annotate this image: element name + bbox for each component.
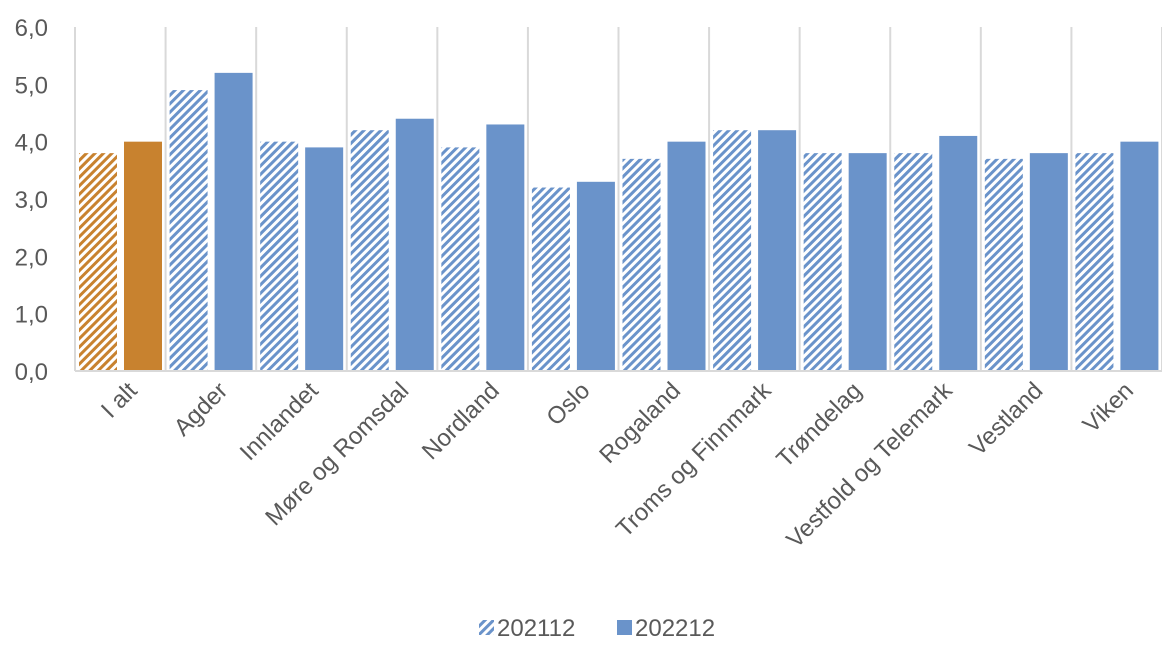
bar-202112	[713, 130, 752, 371]
legend-swatch-202212	[617, 620, 632, 635]
x-tick-label: Nordland	[417, 377, 505, 465]
legend-swatch-202112	[479, 620, 494, 635]
bar-202212	[486, 124, 525, 371]
bar-202112	[894, 153, 933, 371]
bar-202212	[1120, 141, 1159, 371]
bars	[79, 72, 1159, 372]
bar-202212	[758, 130, 797, 371]
x-tick-label: Trøndelag	[771, 377, 867, 473]
y-tick-label: 6,0	[15, 15, 48, 42]
y-tick-label: 1,0	[15, 302, 48, 329]
legend: 202112 202212	[479, 615, 715, 642]
bar-202212	[939, 135, 978, 371]
y-tick-label: 3,0	[15, 187, 48, 214]
bar-202112	[169, 90, 208, 372]
legend-label-202112: 202112	[497, 615, 575, 642]
bar-202112	[984, 158, 1023, 371]
bar-202212	[848, 153, 887, 371]
y-axis-ticks: 0,0 1,0 2,0 3,0 4,0 5,0 6,0	[15, 15, 48, 386]
bar-202212	[1029, 153, 1068, 371]
bar-202112	[622, 158, 661, 371]
bar-202112	[803, 153, 842, 371]
bar-202212	[667, 141, 706, 371]
bar-202212	[124, 141, 162, 371]
bar-202112	[441, 147, 480, 371]
x-tick-label: Rogaland	[594, 377, 686, 469]
bar-202212	[214, 72, 253, 371]
bar-202112	[350, 130, 389, 371]
x-tick-label: Viken	[1078, 377, 1139, 438]
x-tick-label: Oslo	[541, 377, 595, 431]
x-tick-label: Innlandet	[235, 377, 324, 466]
bar-202212	[395, 118, 434, 371]
bar-202112	[260, 141, 299, 371]
x-tick-label: Troms og Finnmark	[611, 376, 777, 542]
y-tick-label: 0,0	[15, 359, 48, 386]
bar-202112	[531, 187, 570, 371]
bar-202212	[305, 147, 344, 371]
y-tick-label: 4,0	[15, 130, 48, 157]
x-tick-label: Vestland	[964, 377, 1048, 461]
y-tick-label: 5,0	[15, 72, 48, 99]
bar-202112	[1075, 153, 1114, 371]
legend-label-202212: 202212	[635, 615, 715, 642]
bar-202212	[576, 181, 615, 371]
x-tick-label: I alt	[96, 377, 143, 424]
gridlines	[74, 27, 1162, 371]
x-tick-label: Agder	[169, 377, 233, 441]
bar-202112	[79, 153, 117, 371]
y-tick-label: 2,0	[15, 244, 48, 271]
x-tick-label: Vestfold og Telemark	[781, 376, 958, 553]
